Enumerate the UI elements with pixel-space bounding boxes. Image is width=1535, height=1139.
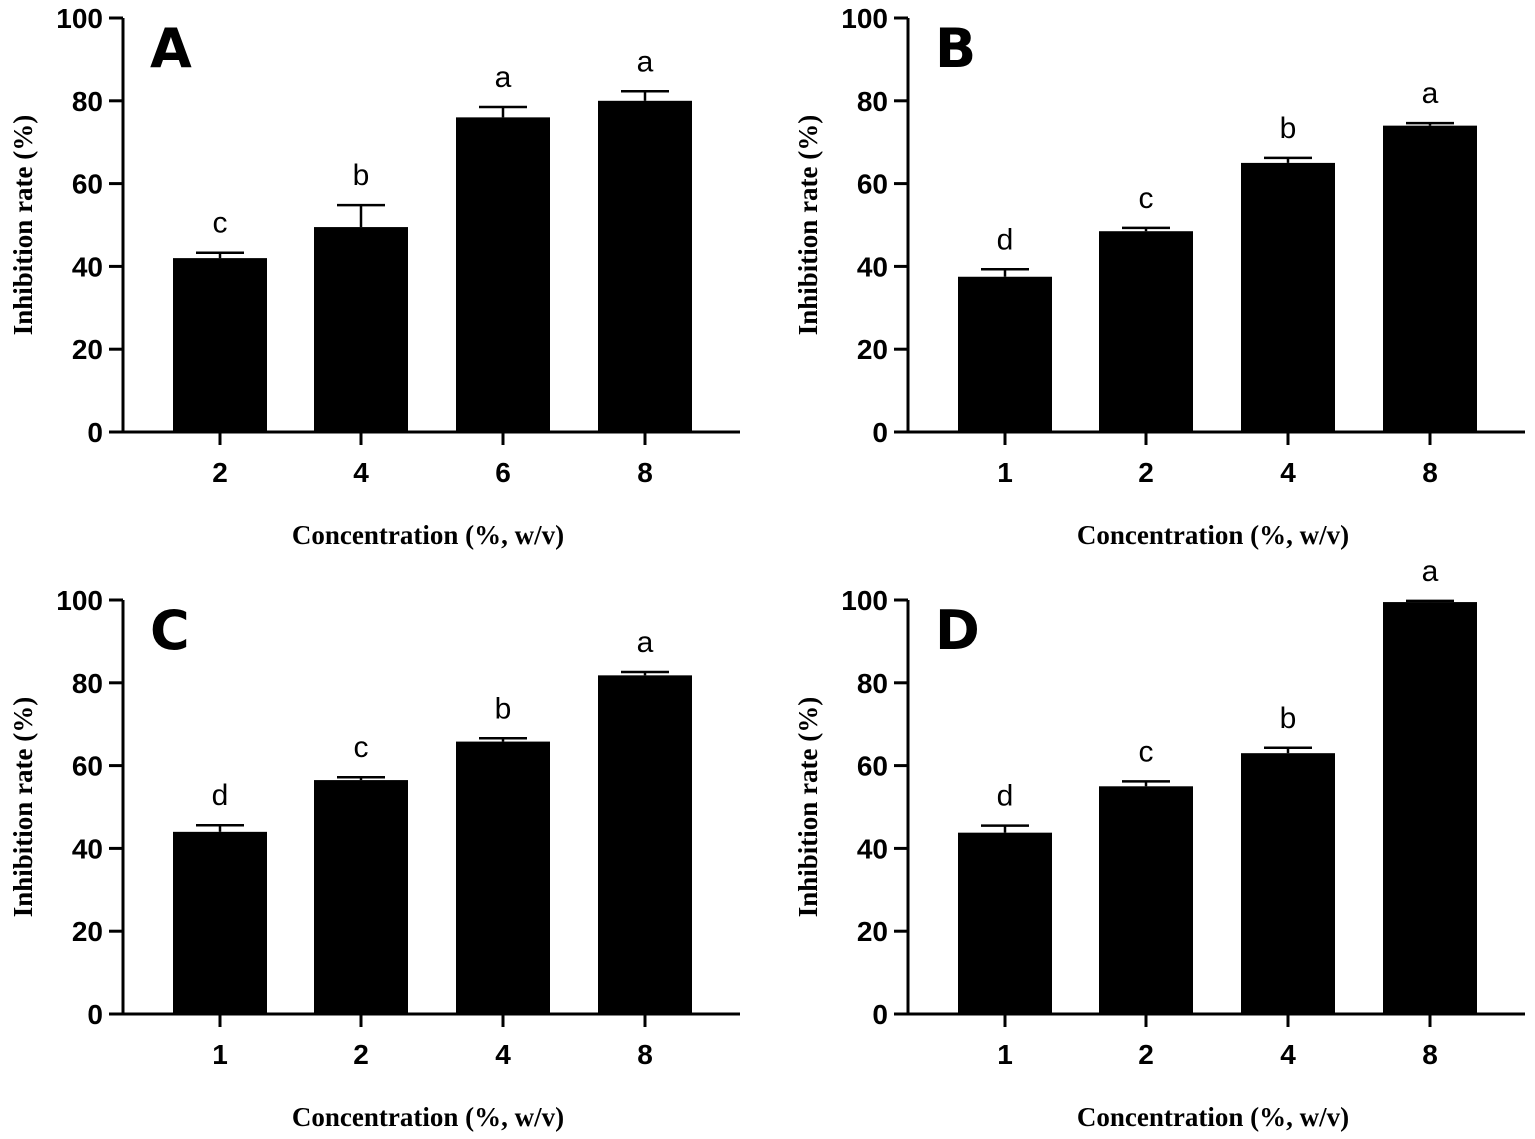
y-tick-label: 60: [72, 169, 103, 200]
bar-8: [598, 100, 692, 433]
significance-label: b: [495, 692, 512, 725]
y-tick-label: 60: [72, 751, 103, 782]
y-tick-label: 100: [56, 585, 103, 616]
x-tick-label: 2: [1138, 457, 1154, 488]
bar-8: [1383, 602, 1477, 1014]
x-tick-label: 8: [637, 1039, 653, 1070]
y-tick-label: 20: [857, 916, 888, 947]
y-tick-label: 0: [872, 999, 888, 1030]
x-tick-label: 8: [637, 457, 653, 488]
y-tick-label: 60: [857, 169, 888, 200]
significance-label: b: [353, 159, 370, 192]
significance-label: c: [213, 207, 228, 240]
x-tick-label: 2: [212, 457, 228, 488]
x-axis-title: Concentration (%, w/v): [292, 1102, 564, 1132]
significance-label: a: [1422, 77, 1439, 110]
bar-6: [456, 117, 550, 433]
significance-label: d: [997, 780, 1014, 813]
panel-label: C: [150, 599, 190, 662]
y-tick-label: 40: [857, 833, 888, 864]
x-tick-label: 4: [495, 1039, 511, 1070]
chart-panel-d: 0 20 40 60 80 100 d 1 c 2 b 4 a 8 Concentration (%, w/…: [793, 555, 1525, 1132]
bar-4: [456, 741, 550, 1014]
bar-8: [598, 675, 692, 1014]
significance-label: c: [1139, 735, 1154, 768]
y-tick-label: 60: [857, 751, 888, 782]
significance-label: a: [637, 626, 654, 659]
significance-label: b: [1280, 112, 1297, 145]
bar-4: [314, 227, 408, 432]
panel-label: B: [935, 17, 976, 80]
y-tick-label: 100: [56, 3, 103, 34]
chart-panel-c: 0 20 40 60 80 100 d 1 c 2 b 4 a 8 Concentration (%, w/…: [8, 585, 740, 1132]
x-tick-label: 4: [353, 457, 369, 488]
y-axis-title: Inhibition rate (%): [8, 697, 38, 918]
x-tick-label: 6: [495, 457, 511, 488]
y-axis-title: Inhibition rate (%): [793, 115, 823, 336]
bar-4: [1241, 753, 1335, 1014]
x-tick-label: 2: [1138, 1039, 1154, 1070]
y-tick-label: 80: [857, 668, 888, 699]
significance-label: b: [1280, 702, 1297, 735]
significance-label: c: [354, 731, 369, 764]
x-tick-label: 4: [1280, 457, 1296, 488]
x-tick-label: 4: [1280, 1039, 1296, 1070]
y-tick-label: 40: [857, 251, 888, 282]
panel-label: D: [935, 599, 980, 662]
significance-label: a: [495, 61, 512, 94]
y-axis-title: Inhibition rate (%): [8, 115, 38, 336]
x-tick-label: 8: [1422, 1039, 1438, 1070]
y-tick-label: 40: [72, 833, 103, 864]
y-tick-label: 100: [841, 585, 888, 616]
x-axis-title: Concentration (%, w/v): [1077, 1102, 1349, 1132]
x-tick-label: 1: [997, 1039, 1013, 1070]
significance-label: a: [637, 45, 654, 78]
bar-2: [314, 780, 408, 1014]
y-tick-label: 40: [72, 251, 103, 282]
x-tick-label: 2: [353, 1039, 369, 1070]
y-tick-label: 20: [72, 916, 103, 947]
x-axis-title: Concentration (%, w/v): [1077, 520, 1349, 550]
y-tick-label: 0: [872, 417, 888, 448]
bar-1: [958, 276, 1052, 432]
significance-label: a: [1422, 555, 1439, 588]
x-tick-label: 1: [997, 457, 1013, 488]
y-tick-label: 20: [72, 334, 103, 365]
significance-label: d: [997, 223, 1014, 256]
panel-label: A: [150, 17, 192, 80]
y-tick-label: 0: [87, 999, 103, 1030]
y-tick-label: 20: [857, 334, 888, 365]
bar-4: [1241, 162, 1335, 432]
y-tick-label: 80: [72, 668, 103, 699]
bar-1: [173, 831, 267, 1014]
y-tick-label: 100: [841, 3, 888, 34]
significance-label: d: [212, 779, 229, 812]
bar-2: [1099, 231, 1193, 432]
bar-2: [173, 258, 267, 432]
y-tick-label: 80: [857, 86, 888, 117]
y-tick-label: 80: [72, 86, 103, 117]
x-axis-title: Concentration (%, w/v): [292, 520, 564, 550]
y-axis-title: Inhibition rate (%): [793, 697, 823, 918]
chart-panel-a: 0 20 40 60 80 100 c 2 b 4 a 6 a 8 Concentration (%, w/…: [8, 3, 740, 550]
y-tick-label: 0: [87, 417, 103, 448]
significance-label: c: [1139, 182, 1154, 215]
bar-8: [1383, 125, 1477, 432]
x-tick-label: 1: [212, 1039, 228, 1070]
bar-1: [958, 832, 1052, 1014]
x-tick-label: 8: [1422, 457, 1438, 488]
chart-panel-b: 0 20 40 60 80 100 d 1 c 2 b 4 a 8 Concentration (%, w/…: [793, 3, 1525, 550]
bar-2: [1099, 786, 1193, 1014]
